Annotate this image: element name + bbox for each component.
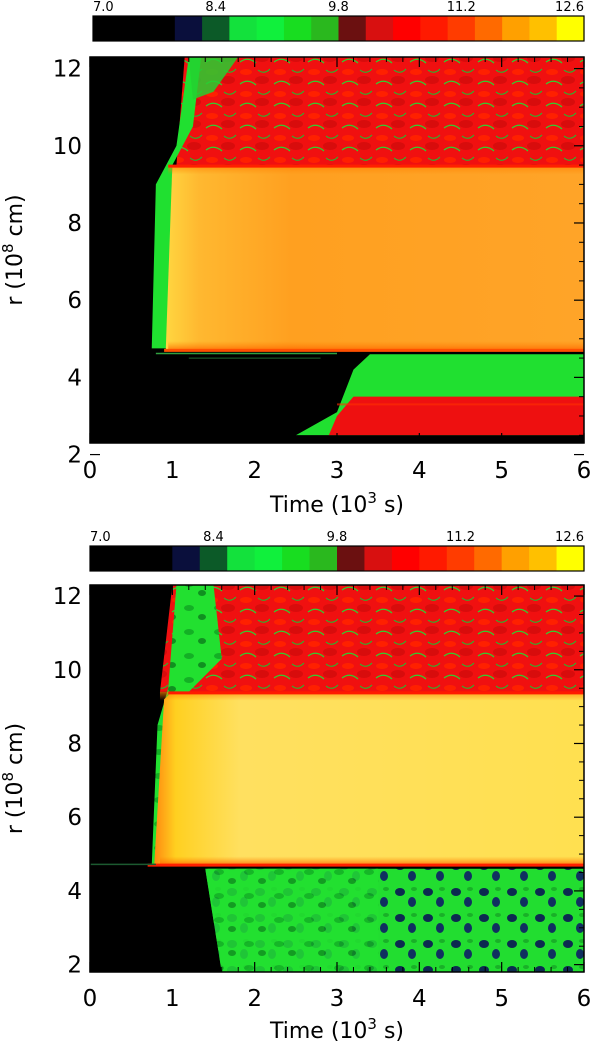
colorbar-swatch [174, 16, 203, 41]
colorbar-tick-label: 9.8 [328, 0, 349, 15]
lower-red-region [328, 396, 584, 436]
colorbar-swatch [338, 16, 367, 41]
colorbar-swatch [419, 546, 448, 571]
colorbar: 7.0 8.4 9.8 11.2 12.6 [89, 530, 585, 572]
colorbar-swatch [391, 546, 420, 571]
colorbar-tick-label: 12.6 [555, 0, 584, 15]
y-tick-label: 4 [67, 365, 82, 391]
y-tick-label: 10 [53, 134, 82, 160]
colorbar-tick-label: 9.8 [327, 530, 348, 545]
y-tick-label: 2 [67, 443, 82, 469]
colorbar-tick-label: 8.4 [205, 0, 226, 15]
colorbar-tick-label: 7.0 [90, 530, 111, 545]
colorbar-swatch [227, 546, 256, 571]
colorbar-swatch [501, 546, 530, 571]
colorbar-swatch [365, 16, 394, 41]
colorbar-swatch [282, 546, 311, 571]
colorbar-swatch [120, 16, 149, 41]
colorbar-swatch [529, 546, 558, 571]
colorbar-swatch [474, 546, 503, 571]
colorbar-swatch [147, 16, 176, 41]
colorbar-swatch [90, 546, 119, 571]
y-tick-label: 10 [53, 658, 82, 684]
colorbar-swatch [337, 546, 366, 571]
upper-convective-region [159, 585, 584, 692]
colorbar: 7.0 8.4 9.8 11.2 12.6 [92, 0, 585, 42]
colorbar-swatch [93, 16, 121, 41]
colorbar-swatch [446, 546, 475, 571]
colorbar-swatch [364, 546, 393, 571]
x-tick-label: 6 [577, 458, 592, 484]
colorbar-frame [92, 15, 585, 42]
y-tick-label: 2 [67, 953, 82, 979]
colorbar-swatch [420, 16, 449, 41]
x-tick-label: 2 [247, 986, 262, 1012]
x-tick-label: 2 [247, 458, 262, 484]
x-tick-label: 5 [494, 458, 509, 484]
x-tick-label: 5 [494, 986, 509, 1012]
colorbar-swatch [556, 16, 585, 41]
y-axis-label: r (108 cm) [0, 194, 28, 305]
y-axis-label: r (108 cm) [0, 723, 28, 834]
x-tick-label: 6 [577, 986, 592, 1012]
heatmap-field [90, 57, 584, 443]
y-tick-label: 8 [67, 211, 82, 237]
colorbar-tick-label: 8.4 [203, 530, 224, 545]
x-tick-label: 3 [330, 458, 345, 484]
y-tick-label: 4 [67, 879, 82, 905]
colorbar-swatch [144, 546, 173, 571]
x-axis-label: Time (103 s) [269, 1015, 404, 1044]
colorbar-tick-label: 11.2 [447, 0, 476, 15]
upper-convective-region [176, 57, 584, 166]
colorbar-swatch [447, 16, 476, 41]
y-tick-label: 6 [67, 805, 82, 831]
colorbar-swatch [393, 16, 421, 41]
upper-front-patch [188, 57, 239, 100]
colorbar-swatch [199, 546, 228, 571]
x-tick-label: 0 [83, 986, 98, 1012]
colorbar-swatch [254, 546, 283, 571]
colorbar-swatch [309, 546, 338, 571]
colorbar-swatch [283, 16, 312, 41]
x-tick-label: 0 [83, 458, 98, 484]
x-tick-label: 4 [412, 458, 427, 484]
colorbar-swatch [256, 16, 285, 41]
lower-green-light-region [205, 868, 379, 972]
x-tick-label: 1 [165, 458, 180, 484]
colorbar-frame [89, 545, 585, 572]
colorbar-tick-label: 7.0 [93, 0, 114, 15]
y-tick-label: 6 [67, 288, 82, 314]
shell-edge [168, 165, 584, 351]
y-tick-label: 8 [67, 731, 82, 757]
colorbar-swatch [474, 16, 503, 41]
x-tick-label: 1 [165, 986, 180, 1012]
colorbar-swatch [556, 546, 585, 571]
heatmap-field [90, 585, 584, 972]
y-tick-label: 12 [53, 57, 82, 83]
colorbar-swatch [202, 16, 230, 41]
colorbar-tick-label: 12.6 [555, 530, 584, 545]
colorbar-swatch [172, 546, 201, 571]
colorbar-swatch [311, 16, 340, 41]
x-tick-label: 3 [330, 986, 345, 1012]
y-tick-label: 12 [53, 584, 82, 610]
shell-edge [159, 691, 584, 866]
upper-front [151, 57, 202, 349]
x-axis-label: Time (103 s) [269, 489, 404, 518]
colorbar-swatch [117, 546, 146, 571]
colorbar-swatch [529, 16, 558, 41]
colorbar-swatch [229, 16, 258, 41]
x-tick-label: 4 [412, 986, 427, 1012]
colorbar-swatch [502, 16, 531, 41]
colorbar-tick-label: 11.2 [446, 530, 475, 545]
